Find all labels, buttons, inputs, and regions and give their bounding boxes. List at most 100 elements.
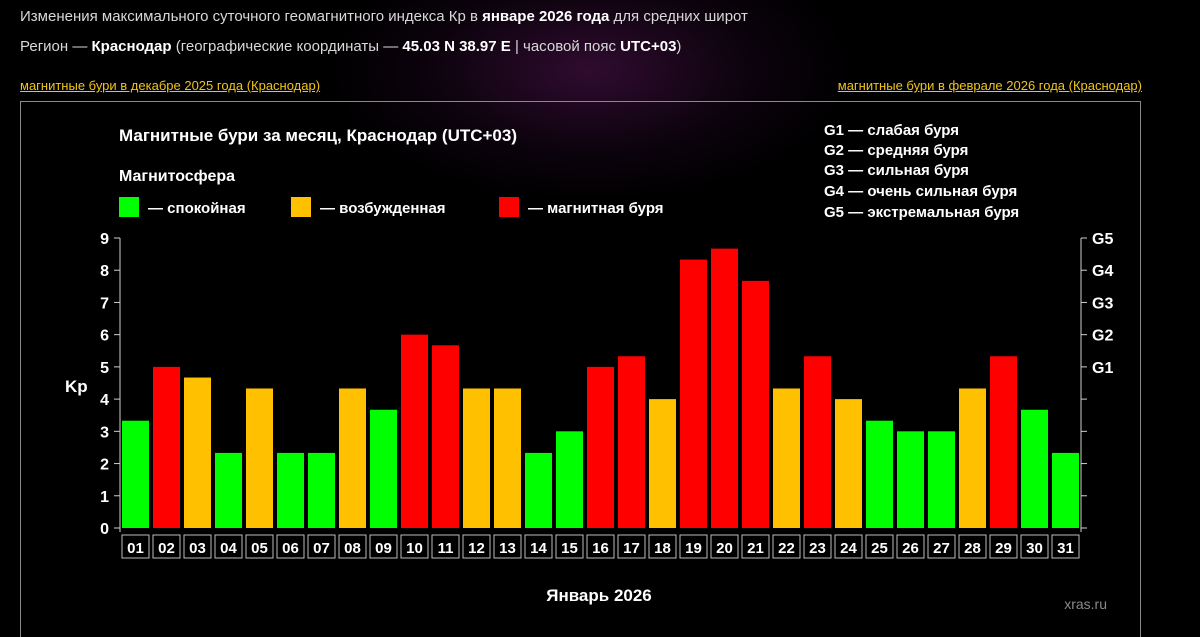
legend-label-quiet: — спокойная	[148, 200, 246, 217]
x-tick-box	[586, 534, 615, 559]
x-tick-label: 24	[840, 540, 857, 557]
x-tick-label: 22	[778, 540, 795, 557]
x-tick-box	[834, 534, 863, 559]
x-tick-box	[152, 534, 181, 559]
y-tick-label: 8	[100, 263, 109, 280]
x-tick-label: 01	[127, 540, 144, 557]
prev-month-link[interactable]: магнитные бури в декабре 2025 года (Крас…	[20, 78, 321, 93]
bar	[308, 452, 335, 528]
y-tick-label: 2	[100, 457, 109, 474]
x-tick-label: 23	[809, 540, 826, 557]
storm-scale-g3: G3 — сильная буря	[824, 162, 969, 179]
legend-title: Магнитосфера	[119, 168, 235, 185]
x-tick-box	[741, 534, 770, 559]
storm-level-label: G1	[1092, 360, 1113, 377]
x-tick-box	[400, 534, 429, 559]
x-tick-label: 12	[468, 540, 485, 557]
bar	[122, 420, 149, 528]
x-tick-box	[431, 534, 460, 559]
bar	[463, 388, 490, 528]
x-tick-label: 26	[902, 540, 919, 557]
x-tick-box	[121, 534, 150, 559]
x-tick-label: 20	[716, 540, 733, 557]
bar	[494, 388, 521, 528]
x-tick-label: 15	[561, 540, 578, 557]
storm-level-label: G2	[1092, 328, 1113, 345]
legend-swatch-storm	[499, 197, 519, 217]
x-tick-box	[214, 534, 243, 559]
x-tick-label: 04	[220, 540, 237, 557]
bar	[1021, 409, 1048, 528]
y-tick-label: 1	[100, 489, 109, 506]
bar	[742, 280, 769, 528]
x-tick-label: 31	[1057, 540, 1074, 557]
x-tick-box	[307, 534, 336, 559]
x-tick-label: 05	[251, 540, 268, 557]
storm-scale-g1: G1 — слабая буря	[824, 122, 959, 139]
next-month-link[interactable]: магнитные бури в феврале 2026 года (Крас…	[837, 78, 1142, 93]
y-axis-label: Kp	[65, 377, 88, 396]
x-tick-label: 11	[438, 540, 454, 557]
bar	[711, 248, 738, 528]
bar	[525, 452, 552, 528]
chart-panel: Магнитные бури за месяц, Краснодар (UTC+…	[20, 101, 1141, 637]
x-tick-label: 30	[1026, 540, 1043, 557]
x-tick-box	[183, 534, 212, 559]
y-tick-label: 6	[100, 328, 109, 345]
y-tick-label: 9	[100, 231, 109, 248]
x-tick-box	[369, 534, 398, 559]
bar	[401, 334, 428, 528]
storm-scale-g4: G4 — очень сильная буря	[824, 183, 1017, 200]
x-tick-label: 28	[964, 540, 981, 557]
storm-level-label: G4	[1092, 263, 1113, 280]
x-tick-label: 09	[375, 540, 392, 557]
bar	[866, 420, 893, 528]
bar	[339, 388, 366, 528]
x-tick-label: 29	[995, 540, 1012, 557]
bar	[1052, 452, 1079, 528]
bar	[153, 366, 180, 528]
storm-level-label: G3	[1092, 295, 1113, 312]
bar	[897, 431, 924, 528]
bar	[215, 452, 242, 528]
x-tick-label: 13	[499, 540, 516, 557]
bar	[618, 356, 645, 528]
x-tick-box	[245, 534, 274, 559]
x-tick-box	[338, 534, 367, 559]
bar	[184, 377, 211, 528]
x-tick-box	[679, 534, 708, 559]
coordinates: 45.03 N 38.97 E	[402, 38, 511, 55]
storm-scale-g2: G2 — средняя буря	[824, 142, 968, 159]
x-tick-box	[772, 534, 801, 559]
legend-swatch-excited	[291, 197, 311, 217]
x-tick-box	[648, 534, 677, 559]
x-tick-label: 17	[623, 540, 640, 557]
x-tick-box	[276, 534, 305, 559]
bar	[959, 388, 986, 528]
x-tick-box	[493, 534, 522, 559]
bar	[680, 259, 707, 528]
bar	[432, 345, 459, 528]
storm-scale-g5: G5 — экстремальная буря	[824, 204, 1019, 221]
y-tick-label: 7	[100, 295, 109, 312]
page-title: Изменения максимального суточного геомаг…	[20, 8, 748, 25]
x-tick-label: 02	[158, 540, 175, 557]
x-tick-label: 03	[189, 540, 206, 557]
x-tick-box	[1020, 534, 1049, 559]
bar	[277, 452, 304, 528]
x-tick-box	[989, 534, 1018, 559]
x-tick-label: 19	[685, 540, 702, 557]
x-tick-box	[865, 534, 894, 559]
watermark: xras.ru	[1064, 596, 1107, 612]
x-tick-box	[1051, 534, 1080, 559]
kp-chart: Магнитные бури за месяц, Краснодар (UTC+…	[65, 122, 1113, 612]
bar	[773, 388, 800, 528]
region-info: Регион — Краснодар (географические коорд…	[20, 38, 682, 55]
x-tick-box	[524, 534, 553, 559]
x-tick-box	[710, 534, 739, 559]
chart-title: Магнитные бури за месяц, Краснодар (UTC+…	[119, 126, 517, 145]
timezone: UTC+03	[620, 38, 677, 55]
x-tick-label: 18	[654, 540, 671, 557]
x-tick-label: 27	[933, 540, 950, 557]
